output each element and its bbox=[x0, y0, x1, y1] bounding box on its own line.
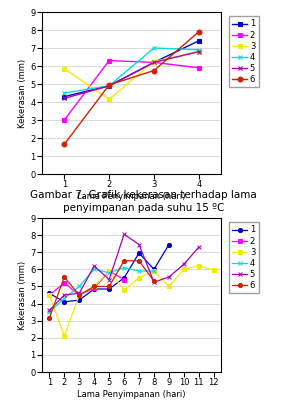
4 bbox=[48, 310, 51, 314]
2 bbox=[77, 293, 81, 298]
Line: 2: 2 bbox=[62, 58, 201, 122]
6 bbox=[77, 293, 81, 298]
3 bbox=[137, 276, 141, 280]
3 bbox=[107, 269, 111, 274]
Line: 6: 6 bbox=[47, 259, 156, 320]
Line: 2: 2 bbox=[47, 269, 126, 297]
Text: penyimpanan pada suhu 15 ºC: penyimpanan pada suhu 15 ºC bbox=[63, 203, 224, 213]
2 bbox=[92, 286, 96, 290]
3 bbox=[107, 97, 111, 102]
4 bbox=[77, 284, 81, 289]
Line: 6: 6 bbox=[62, 29, 201, 147]
Line: 4: 4 bbox=[62, 46, 201, 96]
Line: 4: 4 bbox=[47, 266, 156, 314]
5 bbox=[107, 277, 111, 282]
3 bbox=[167, 284, 171, 289]
4 bbox=[122, 265, 126, 270]
Line: 5: 5 bbox=[47, 232, 201, 312]
2 bbox=[107, 58, 111, 63]
X-axis label: Lama Penyimpanan (hari): Lama Penyimpanan (hari) bbox=[77, 192, 186, 201]
5 bbox=[152, 280, 156, 284]
Text: Gambar 7. Grafik kekerasan terhadap lama: Gambar 7. Grafik kekerasan terhadap lama bbox=[30, 190, 257, 200]
Y-axis label: Kekerasan (mm): Kekerasan (mm) bbox=[19, 58, 28, 128]
1 bbox=[62, 300, 66, 304]
1 bbox=[107, 287, 111, 292]
3 bbox=[77, 293, 81, 298]
6 bbox=[48, 316, 51, 320]
6 bbox=[107, 284, 111, 289]
6 bbox=[62, 275, 66, 280]
6 bbox=[107, 82, 111, 87]
1 bbox=[107, 84, 111, 88]
2 bbox=[107, 269, 111, 274]
2 bbox=[48, 293, 51, 298]
1 bbox=[197, 38, 201, 43]
6 bbox=[122, 258, 126, 263]
X-axis label: Lama Penyimpanan (hari): Lama Penyimpanan (hari) bbox=[77, 390, 186, 399]
5 bbox=[62, 293, 66, 298]
5 bbox=[182, 262, 186, 266]
Line: 3: 3 bbox=[62, 49, 201, 102]
6 bbox=[197, 29, 201, 34]
4 bbox=[152, 269, 156, 274]
5 bbox=[197, 245, 201, 250]
2 bbox=[152, 60, 156, 65]
3 bbox=[212, 268, 216, 272]
Legend: 1, 2, 3, 4, 5, 6: 1, 2, 3, 4, 5, 6 bbox=[229, 222, 259, 293]
1 bbox=[77, 298, 81, 302]
1 bbox=[62, 94, 66, 99]
3 bbox=[122, 288, 126, 292]
3 bbox=[197, 264, 201, 268]
4 bbox=[62, 296, 66, 301]
6 bbox=[137, 258, 141, 263]
1 bbox=[152, 267, 156, 272]
2 bbox=[197, 65, 201, 70]
1 bbox=[137, 251, 141, 256]
4 bbox=[137, 269, 141, 274]
Line: 1: 1 bbox=[47, 242, 171, 304]
6 bbox=[92, 284, 96, 289]
1 bbox=[48, 291, 51, 296]
5 bbox=[167, 275, 171, 280]
2 bbox=[62, 118, 66, 122]
5 bbox=[92, 264, 96, 268]
4 bbox=[62, 90, 66, 95]
3 bbox=[62, 66, 66, 71]
1 bbox=[122, 276, 126, 280]
Line: 3: 3 bbox=[47, 264, 216, 338]
Line: 1: 1 bbox=[62, 38, 201, 99]
Legend: 1, 2, 3, 4, 5, 6: 1, 2, 3, 4, 5, 6 bbox=[229, 16, 259, 87]
5 bbox=[107, 84, 111, 88]
Line: 5: 5 bbox=[62, 49, 201, 101]
Y-axis label: Kekerasan (mm): Kekerasan (mm) bbox=[19, 260, 28, 330]
2 bbox=[122, 277, 126, 282]
3 bbox=[197, 49, 201, 54]
4 bbox=[152, 46, 156, 50]
1 bbox=[152, 60, 156, 65]
4 bbox=[107, 84, 111, 88]
1 bbox=[92, 287, 96, 292]
4 bbox=[197, 48, 201, 52]
3 bbox=[152, 59, 156, 64]
5 bbox=[122, 232, 126, 237]
3 bbox=[92, 284, 96, 289]
4 bbox=[107, 270, 111, 275]
4 bbox=[92, 267, 96, 272]
5 bbox=[197, 49, 201, 54]
6 bbox=[62, 142, 66, 147]
6 bbox=[152, 279, 156, 284]
3 bbox=[182, 267, 186, 272]
3 bbox=[62, 334, 66, 338]
5 bbox=[48, 308, 51, 313]
3 bbox=[48, 293, 51, 298]
5 bbox=[62, 96, 66, 101]
5 bbox=[77, 291, 81, 296]
2 bbox=[62, 281, 66, 286]
5 bbox=[152, 60, 156, 65]
1 bbox=[167, 242, 171, 247]
3 bbox=[152, 269, 156, 274]
5 bbox=[137, 242, 141, 247]
6 bbox=[152, 68, 156, 73]
